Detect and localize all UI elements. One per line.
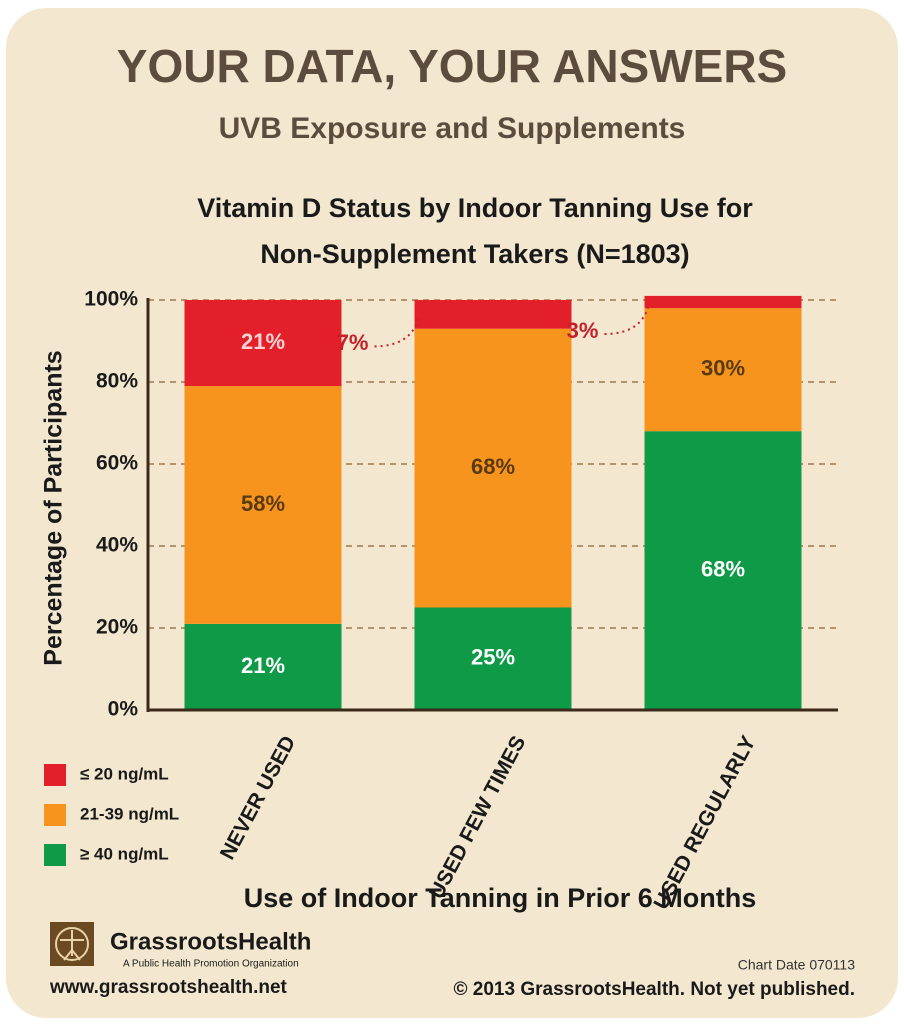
bar-segment: [184, 386, 342, 624]
value-label: 21%: [241, 653, 285, 678]
bar-segment: [414, 607, 572, 710]
y-tick-label: 20%: [96, 616, 138, 639]
legend-label: ≤ 20 ng/mL: [80, 764, 169, 783]
legend-swatch: [44, 764, 66, 786]
brand-name: GrassrootsHealth: [110, 928, 311, 955]
bar-segment: [644, 431, 802, 710]
legend-swatch: [44, 804, 66, 826]
bar-segment: [184, 300, 342, 387]
value-label: 68%: [701, 556, 745, 581]
y-tick-label: 80%: [96, 370, 138, 393]
page-title: YOUR DATA, YOUR ANSWERS: [117, 40, 787, 92]
legend-label: ≥ 40 ng/mL: [80, 844, 169, 863]
brand-url: www.grassrootshealth.net: [49, 977, 288, 998]
chart-title: Vitamin D Status by Indoor Tanning Use f…: [197, 193, 753, 223]
logo: [50, 922, 94, 966]
chart-title: Non-Supplement Takers (N=1803): [260, 239, 689, 269]
bar-segment: [414, 300, 572, 329]
callout-line: [604, 305, 650, 336]
value-label: 3%: [567, 318, 599, 343]
callout-line: [374, 318, 420, 348]
brand-tagline: A Public Health Promotion Organization: [123, 959, 299, 970]
bar-segment: [644, 308, 802, 432]
y-axis-label: Percentage of Participants: [40, 350, 68, 665]
bar-segment: [414, 328, 572, 608]
bar-segment: [644, 295, 802, 309]
y-tick-label: 60%: [96, 452, 138, 475]
y-tick-label: 40%: [96, 534, 138, 557]
value-label: 21%: [241, 329, 285, 354]
legend-swatch: [44, 844, 66, 866]
bar-segment: [184, 623, 342, 710]
value-label: 68%: [471, 454, 515, 479]
value-label: 58%: [241, 491, 285, 516]
value-label: 25%: [471, 645, 515, 670]
chart-date: Chart Date 070113: [738, 957, 855, 973]
y-tick-label: 0%: [108, 698, 139, 721]
value-label: 30%: [701, 356, 745, 381]
value-label: 7%: [337, 330, 369, 355]
legend-label: 21-39 ng/mL: [80, 804, 179, 823]
copyright: © 2013 GrassrootsHealth. Not yet publish…: [454, 979, 856, 1000]
x-axis-label: Use of Indoor Tanning in Prior 6 Months: [244, 883, 757, 913]
y-tick-label: 100%: [84, 288, 138, 311]
page-subtitle: UVB Exposure and Supplements: [219, 112, 686, 145]
